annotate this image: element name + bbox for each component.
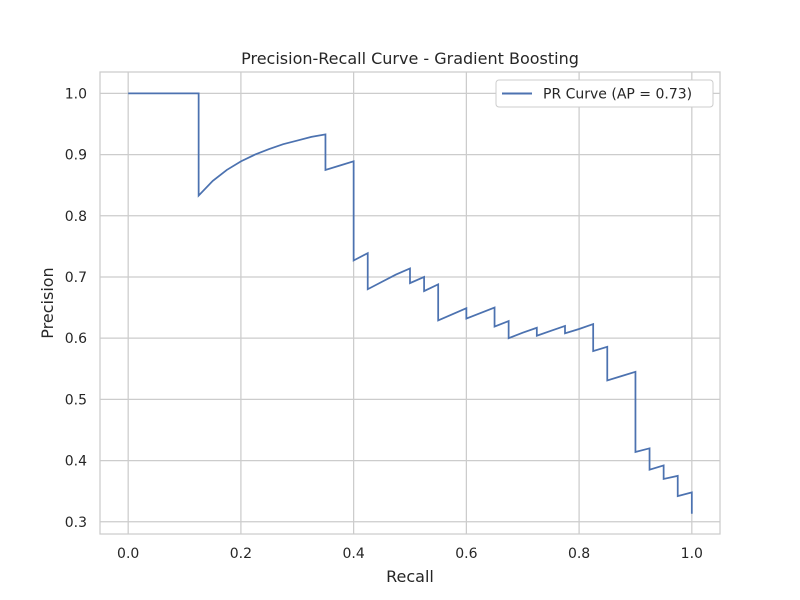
tick-labels: 0.0 0.2 0.4 0.6 0.8 1.0 0.3 0.4 0.5 0.6 0.7 0.8 0.9 1… — [65, 86, 703, 562]
y-tick-label: 0.7 — [65, 270, 87, 286]
x-tick-label: 0.6 — [455, 546, 477, 562]
y-tick-label: 0.6 — [65, 331, 87, 347]
plot-frame — [99, 71, 721, 535]
pr-curve-line — [128, 92, 693, 514]
y-tick-label: 0.5 — [65, 392, 87, 408]
x-tick-label: 0.8 — [568, 546, 590, 562]
x-axis-label: Recall — [386, 567, 434, 586]
y-tick-label: 0.4 — [65, 454, 87, 470]
legend: PR Curve (AP = 0.73) — [495, 79, 714, 108]
legend-label: PR Curve (AP = 0.73) — [543, 87, 692, 103]
legend-box — [495, 79, 714, 108]
x-tick-label: 0.0 — [117, 546, 139, 562]
y-tick-label: 0.8 — [65, 209, 87, 225]
y-tick-label: 0.9 — [65, 148, 87, 164]
chart-title: Precision-Recall Curve - Gradient Boosti… — [241, 49, 579, 68]
x-tick-label: 0.4 — [343, 546, 365, 562]
x-tick-label: 0.2 — [230, 546, 252, 562]
plot-area — [100, 72, 720, 534]
series-layer — [128, 92, 693, 514]
x-tick-label: 1.0 — [681, 546, 703, 562]
y-tick-label: 0.3 — [65, 515, 87, 531]
y-axis-label: Precision — [38, 267, 57, 338]
y-tick-label: 1.0 — [65, 86, 87, 102]
